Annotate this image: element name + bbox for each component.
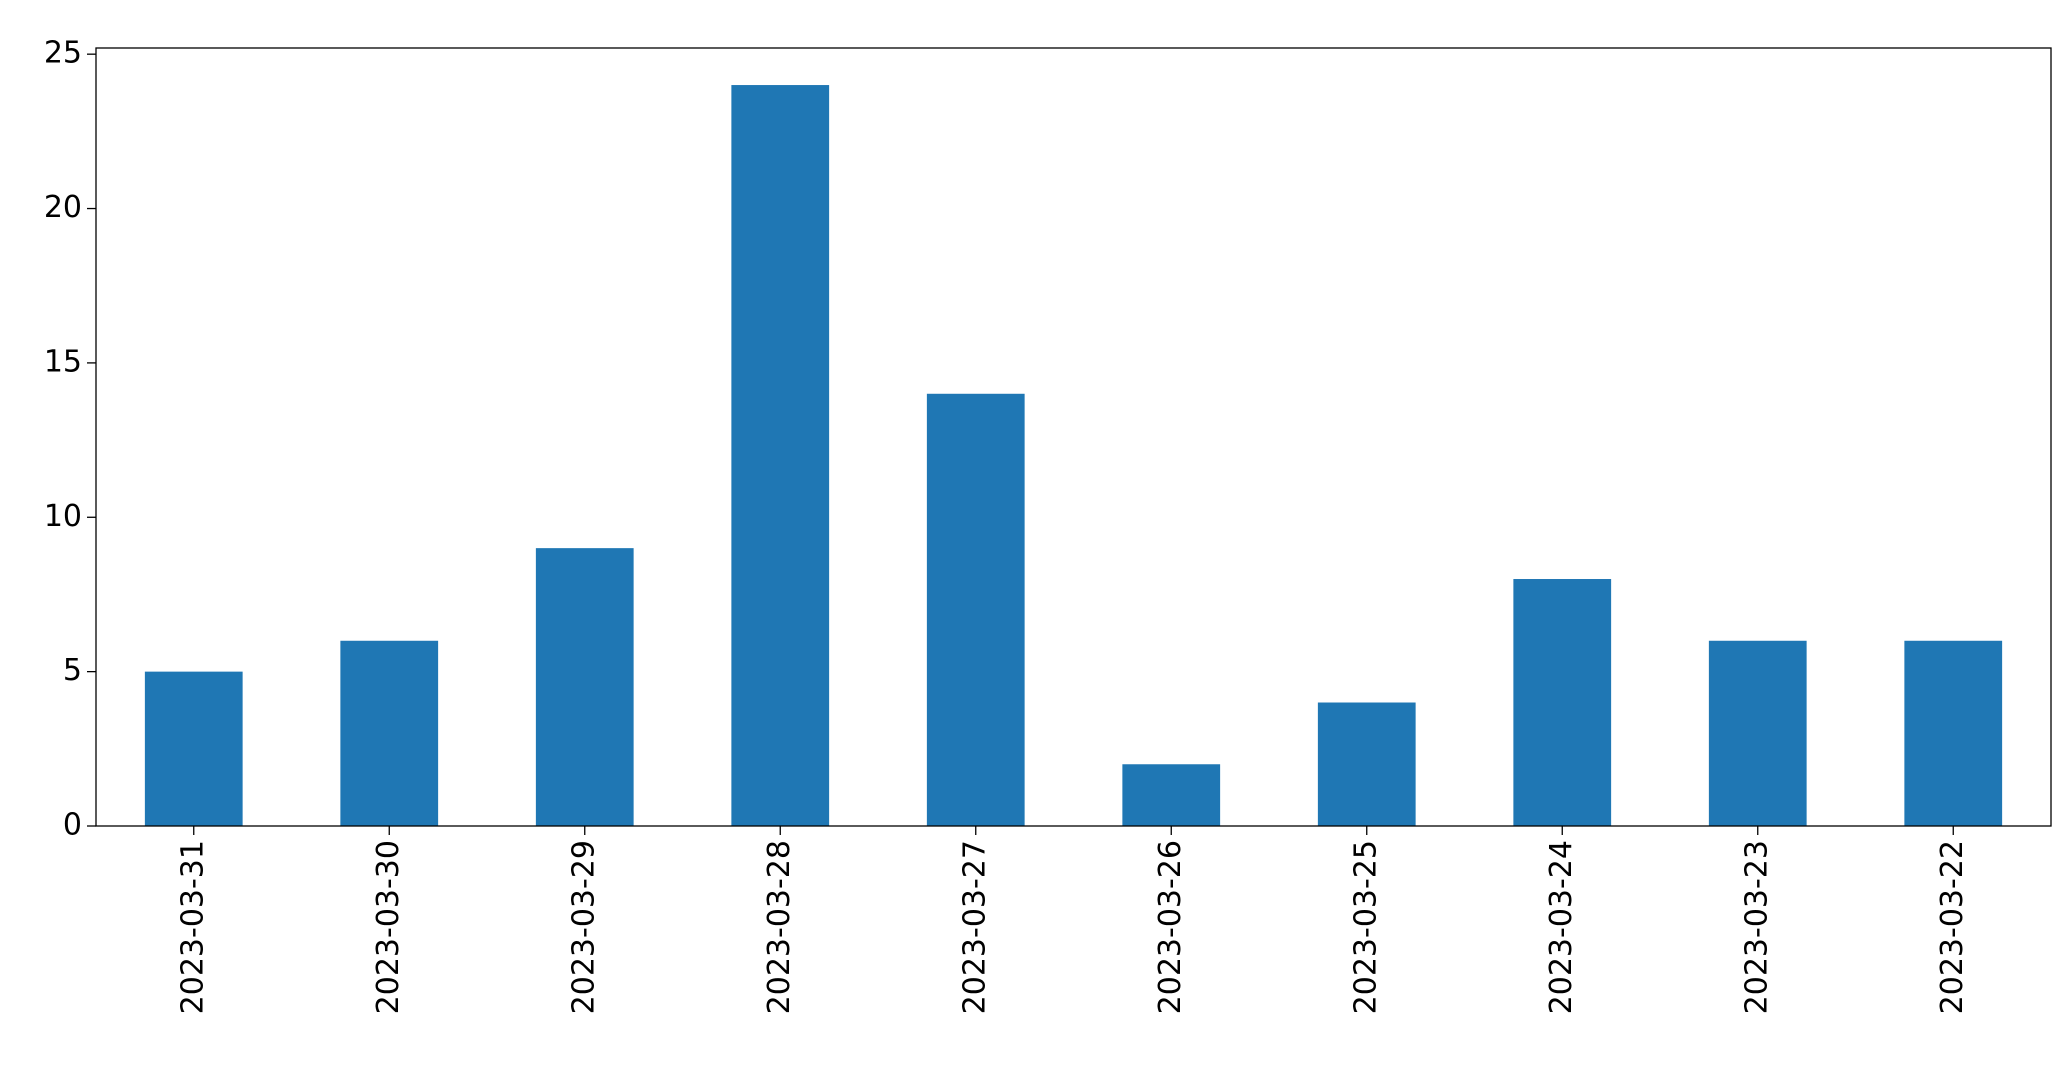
- plot-frame: [95, 47, 2052, 827]
- x-tick-label: 2023-03-29: [566, 840, 601, 1014]
- bar: [535, 548, 634, 826]
- y-tick-label: 20: [44, 190, 82, 225]
- x-tick-label: 2023-03-24: [1544, 840, 1579, 1014]
- x-tick-label: 2023-03-22: [1935, 840, 1970, 1014]
- x-tick-label: 2023-03-23: [1739, 840, 1774, 1014]
- x-tick-label: 2023-03-25: [1348, 840, 1383, 1014]
- bar: [926, 393, 1025, 826]
- bar: [1122, 764, 1221, 826]
- y-tick-label: 5: [63, 653, 82, 688]
- bar: [1904, 640, 2003, 826]
- bar: [731, 85, 830, 827]
- x-tick-label: 2023-03-26: [1153, 840, 1188, 1014]
- bar: [340, 640, 439, 826]
- y-tick-label: 15: [44, 344, 82, 379]
- y-tick-label: 10: [44, 499, 82, 534]
- x-tick-label: 2023-03-27: [957, 840, 992, 1014]
- x-tick-label: 2023-03-31: [175, 840, 210, 1014]
- bar: [144, 671, 243, 826]
- y-tick-label: 25: [44, 36, 82, 71]
- y-tick-label: 0: [63, 808, 82, 843]
- x-tick-label: 2023-03-30: [371, 840, 406, 1014]
- bar: [1708, 640, 1807, 826]
- x-tick-label: 2023-03-28: [762, 840, 797, 1014]
- bar: [1317, 702, 1416, 826]
- bar: [1513, 579, 1612, 826]
